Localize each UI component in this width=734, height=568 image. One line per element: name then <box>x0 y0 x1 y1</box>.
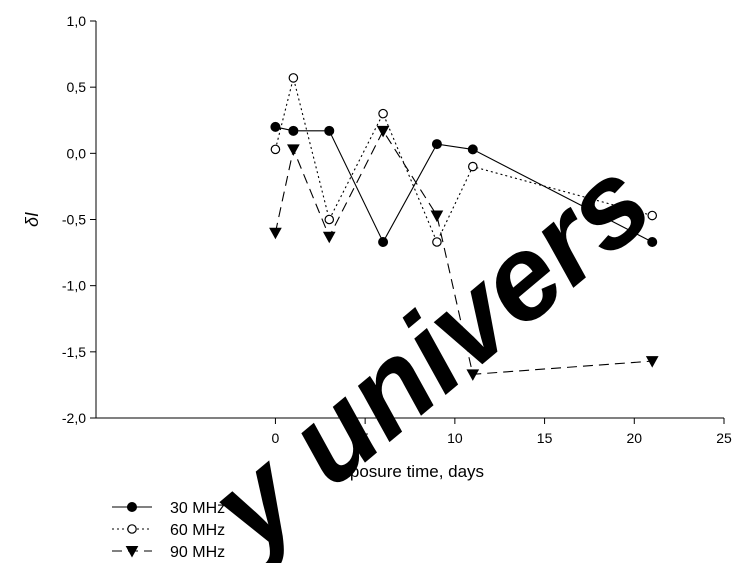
data-point-2-2 <box>322 231 336 244</box>
x-tick-label: 5 <box>361 430 369 446</box>
y-tick-label: 0,0 <box>67 145 87 161</box>
data-point-0-1 <box>288 125 299 136</box>
x-tick-label: 25 <box>716 430 732 446</box>
data-point-0-6 <box>647 236 658 247</box>
y-axis-title: δI <box>22 212 42 227</box>
y-tick-label: 0,5 <box>67 79 87 95</box>
x-tick-label: 15 <box>537 430 553 446</box>
x-tick-label: 20 <box>626 430 642 446</box>
y-tick-label: -0,5 <box>62 212 86 228</box>
data-point-1-4 <box>432 237 442 247</box>
y-tick-label: 1,0 <box>67 13 87 29</box>
data-point-0-5 <box>467 144 478 155</box>
data-point-2-3 <box>376 125 390 138</box>
data-point-1-3 <box>378 108 388 119</box>
data-point-2-0 <box>269 227 282 240</box>
axes: 1,0 0,5 0,0 -0,5 -1,0 -1,5 -2,0 0 5 10 15 20 25 expos… <box>22 13 732 481</box>
legend-label-1: 60 MHz <box>170 522 225 539</box>
x-tick-label: 10 <box>447 430 463 446</box>
data-point-2-4 <box>430 210 444 223</box>
x-axis-title: exposure time, days <box>332 462 484 481</box>
series-layer <box>269 73 659 381</box>
data-point-0-4 <box>431 139 442 150</box>
data-point-1-5 <box>467 161 478 172</box>
y-tick-label: -1,5 <box>62 344 86 360</box>
data-point-1-0 <box>270 144 281 155</box>
data-point-1-6 <box>647 210 658 221</box>
data-point-0-0 <box>270 121 281 132</box>
legend-marker-1 <box>127 524 137 534</box>
y-tick-label: -2,0 <box>62 410 86 426</box>
legend-marker-2 <box>125 546 139 558</box>
y-tick-label: -1,0 <box>62 278 86 294</box>
x-tick-label: 0 <box>272 430 280 446</box>
data-point-2-1 <box>287 144 300 156</box>
data-point-1-1 <box>288 73 299 83</box>
watermark-text: y univers <box>182 134 676 563</box>
data-point-1-2 <box>324 214 335 225</box>
data-point-0-2 <box>324 125 335 136</box>
data-point-2-6 <box>645 356 659 368</box>
data-point-2-5 <box>466 369 480 381</box>
legend-marker-0 <box>127 502 137 512</box>
legend-label-2: 90 MHz <box>170 544 225 561</box>
data-point-0-3 <box>378 236 389 247</box>
legend-label-0: 30 MHz <box>170 500 225 517</box>
legend: 30 MHz 60 MHz 90 MHz <box>112 500 225 561</box>
